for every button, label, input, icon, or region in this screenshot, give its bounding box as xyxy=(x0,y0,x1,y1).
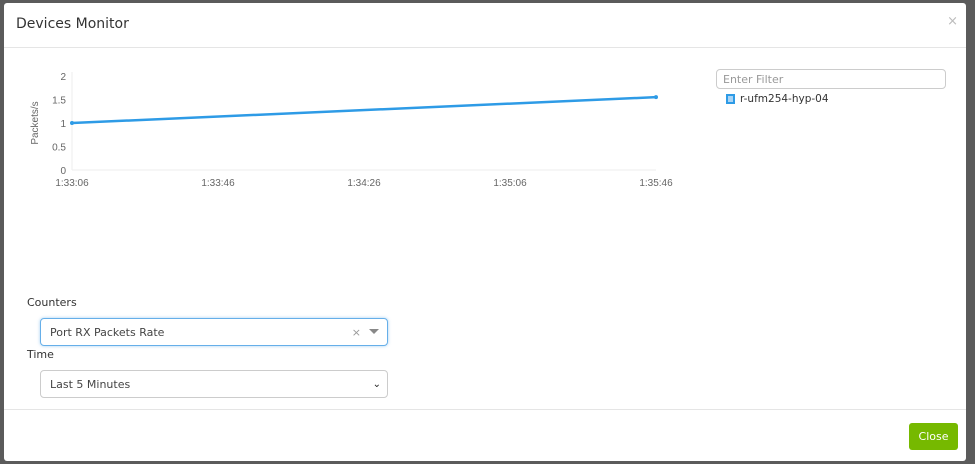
close-icon[interactable]: × xyxy=(947,14,958,29)
time-label: Time xyxy=(27,348,54,361)
x-tick-label: 1:34:26 xyxy=(347,178,381,189)
data-point xyxy=(654,95,658,100)
x-tick-label: 1:35:06 xyxy=(493,178,527,189)
dropdown-arrow-icon[interactable] xyxy=(369,329,379,334)
y-tick-label: 0.5 xyxy=(52,143,66,154)
modal-footer-divider xyxy=(4,409,966,410)
x-tick-label: 1:33:46 xyxy=(201,178,235,189)
y-tick-label: 2 xyxy=(60,72,66,83)
line-chart: 0 0.5 1 1.5 2 1:33:06 1:33:46 1:34:26 1:35:06 1:3… xyxy=(30,72,673,189)
devices-monitor-modal: Devices Monitor × 0 0.5 1 1.5 2 1:33:06 1:33:4… xyxy=(4,3,966,461)
legend-label: r-ufm254-hyp-04 xyxy=(740,93,829,105)
y-axis-label: Packets/s xyxy=(30,101,41,144)
counters-value: Port RX Packets Rate xyxy=(50,325,165,339)
filter-input[interactable] xyxy=(716,69,946,89)
x-tick-label: 1:33:06 xyxy=(55,178,89,189)
time-select[interactable]: Last 5 Minutes ⌄ xyxy=(40,370,388,398)
y-tick-label: 1 xyxy=(60,119,66,130)
x-tick-label: 1:35:46 xyxy=(639,178,673,189)
modal-header: Devices Monitor × xyxy=(4,3,966,48)
legend-swatch-icon xyxy=(726,94,735,104)
legend-item[interactable]: r-ufm254-hyp-04 xyxy=(726,93,829,105)
chevron-down-icon: ⌄ xyxy=(372,378,381,390)
clear-icon[interactable]: × xyxy=(351,325,361,339)
close-button[interactable]: Close xyxy=(909,423,958,450)
modal-title: Devices Monitor xyxy=(16,16,129,32)
y-tick-label: 1.5 xyxy=(52,96,66,107)
y-tick-label: 0 xyxy=(60,166,66,177)
series-line xyxy=(71,95,657,125)
data-point xyxy=(70,121,74,125)
time-value: Last 5 Minutes xyxy=(50,377,131,391)
counters-select[interactable]: Port RX Packets Rate × xyxy=(40,318,388,346)
counters-label: Counters xyxy=(27,296,77,309)
